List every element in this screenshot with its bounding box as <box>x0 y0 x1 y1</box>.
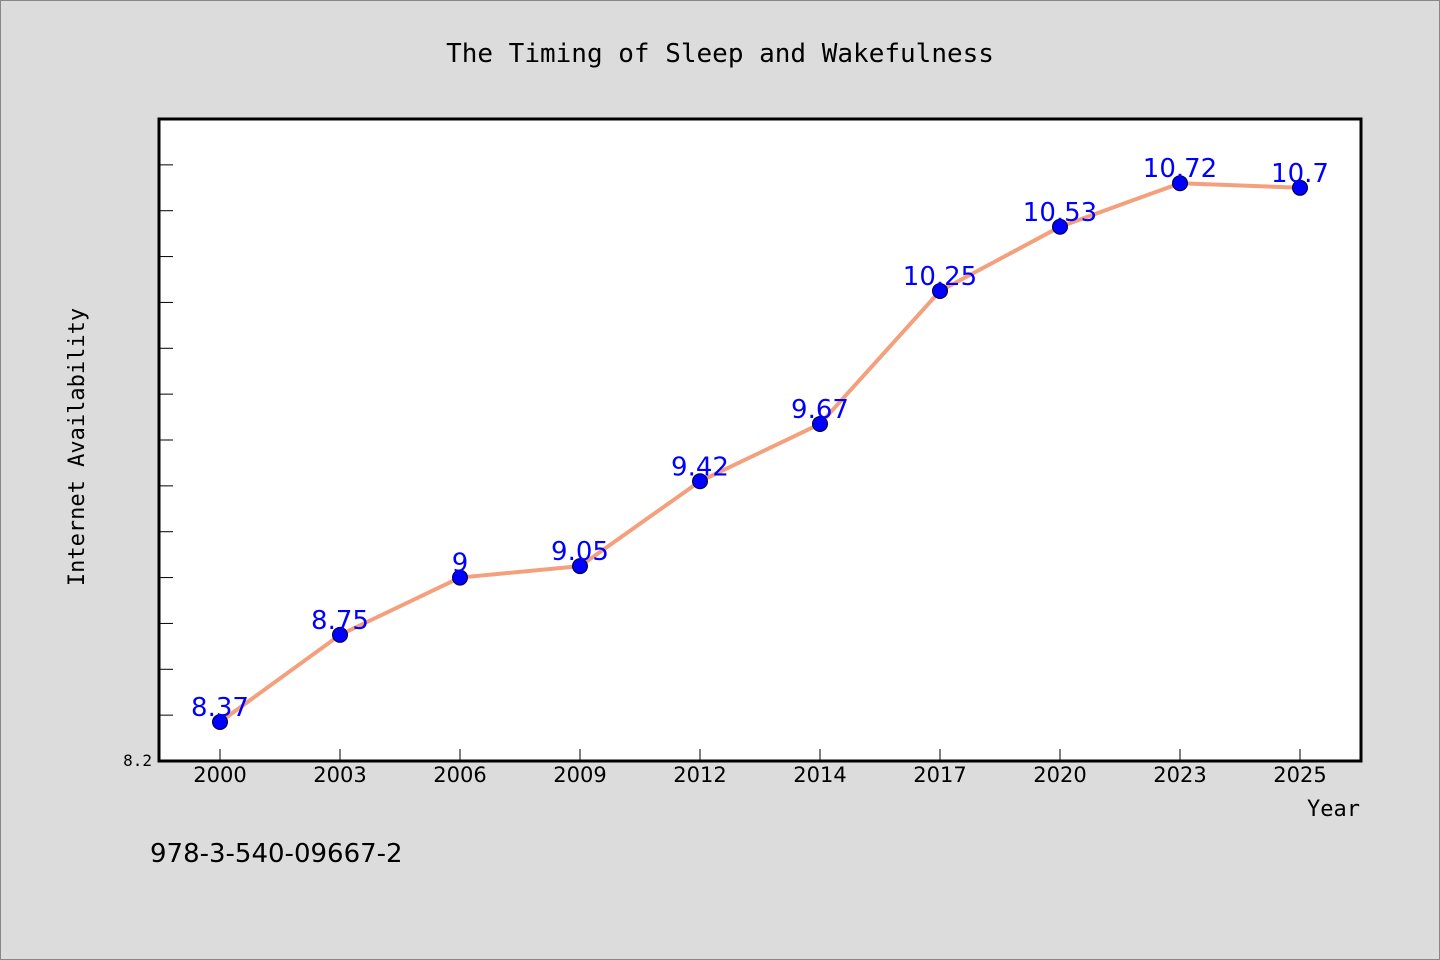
data-point <box>1052 218 1068 235</box>
data-label: 9.42 <box>671 452 729 482</box>
data-label: 10.72 <box>1143 154 1217 184</box>
x-tick-label: 2000 <box>193 763 246 787</box>
series-line <box>218 181 1302 725</box>
x-tick-label: 2006 <box>433 763 486 787</box>
series-markers <box>212 175 1308 731</box>
x-tick-labels: 2000 2003 2006 2009 2012 2014 2017 2020 2023 2025 <box>193 763 1326 787</box>
isbn-text: 978-3-540-09667-2 <box>150 839 403 869</box>
data-label: 10.25 <box>903 262 977 292</box>
x-tick-label: 2023 <box>1153 763 1206 787</box>
x-tick-label: 2017 <box>913 763 966 787</box>
data-label: 9 <box>452 549 469 579</box>
data-label: 10.7 <box>1271 159 1329 189</box>
data-label: 8.75 <box>311 606 369 636</box>
data-point <box>1172 175 1188 192</box>
x-tick-label: 2025 <box>1273 763 1326 787</box>
x-axis-ticks <box>219 749 1301 761</box>
x-tick-label: 2003 <box>313 763 366 787</box>
y-tick-label: 8.2 <box>123 751 152 770</box>
chart-title: The Timing of Sleep and Wakefulness <box>446 39 994 69</box>
x-tick-label: 2014 <box>793 763 846 787</box>
data-point <box>452 569 468 586</box>
x-tick-label: 2009 <box>553 763 606 787</box>
x-tick-label: 2020 <box>1033 763 1086 787</box>
data-point <box>932 282 948 299</box>
data-point <box>572 558 588 575</box>
data-point <box>212 714 228 731</box>
data-point <box>812 415 828 432</box>
y-axis-label: Internet Availability <box>65 308 90 586</box>
data-label: 9.05 <box>551 537 609 567</box>
data-label: 10.53 <box>1023 198 1097 228</box>
x-tick-label: 2012 <box>673 763 726 787</box>
data-point <box>332 626 348 643</box>
data-labels: 8.37 8.75 9 9.05 9.42 9.67 10.25 10.53 10.72 10.7 <box>191 154 1329 723</box>
data-point <box>1292 179 1308 196</box>
data-label: 9.67 <box>791 395 849 425</box>
y-axis-ticks <box>159 164 173 762</box>
plot-area <box>157 117 1363 763</box>
data-point <box>692 473 708 490</box>
data-label: 8.37 <box>191 693 249 723</box>
x-axis-label: Year <box>1307 797 1360 822</box>
